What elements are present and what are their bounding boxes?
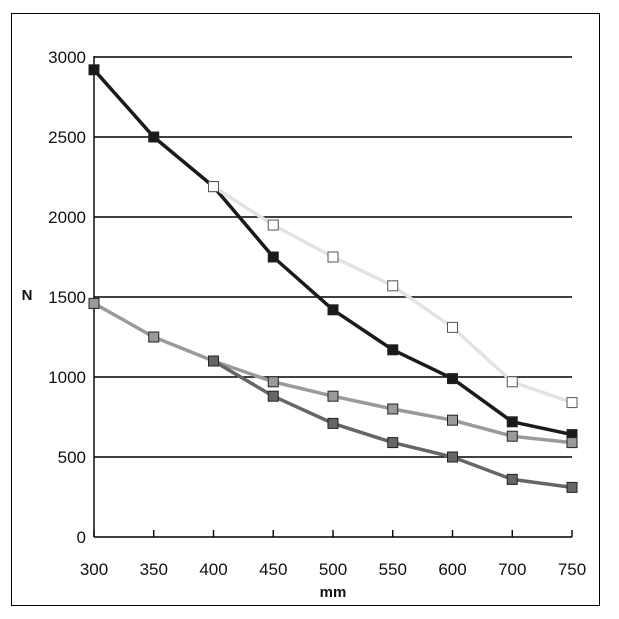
x-axis-title: mm: [320, 584, 347, 601]
y-tick-label: 1000: [48, 368, 86, 387]
tick-labels: 0 500 1000 1500 2000 2500 3000 300 350 400 450 500 5…: [48, 48, 586, 579]
data-point: [267, 390, 279, 402]
x-tick-label: 350: [140, 560, 168, 579]
data-point: [208, 355, 219, 367]
chart-frame: [11, 13, 600, 606]
series-line: [212, 185, 573, 405]
data-point: [327, 417, 339, 429]
data-point: [447, 321, 458, 333]
data-point: [327, 390, 339, 402]
data-point: [447, 451, 458, 463]
data-point: [387, 344, 399, 356]
y-tick-label: 1500: [48, 288, 86, 307]
series-4: [208, 355, 578, 493]
y-axis-title: N: [22, 287, 33, 304]
data-point: [208, 181, 219, 193]
x-tick-label: 300: [80, 560, 108, 579]
data-point: [267, 376, 279, 388]
data-point: [566, 437, 578, 449]
data-point: [148, 331, 160, 343]
data-point: [447, 373, 458, 385]
y-tick-label: 2500: [48, 128, 86, 147]
x-tick-label: 400: [199, 560, 227, 579]
data-point: [566, 481, 578, 493]
data-point: [88, 297, 100, 309]
y-tick-label: 0: [77, 528, 86, 547]
x-tick-label: 450: [259, 560, 287, 579]
data-point: [148, 131, 160, 143]
grid: [94, 56, 572, 458]
data-point: [447, 414, 458, 426]
x-tick-label: 750: [558, 560, 586, 579]
data-point: [88, 64, 100, 76]
data-point: [566, 397, 578, 409]
data-point: [506, 416, 518, 428]
series: [88, 64, 578, 493]
data-point: [327, 251, 339, 263]
x-tick-label: 600: [438, 560, 466, 579]
data-point: [267, 251, 279, 263]
x-tick-label: 550: [379, 560, 407, 579]
data-point: [387, 437, 399, 449]
data-point: [387, 280, 399, 292]
data-point: [327, 304, 339, 316]
series-2: [208, 181, 578, 409]
x-tick-label: 700: [498, 560, 526, 579]
data-point: [506, 376, 518, 388]
data-point: [267, 219, 279, 231]
data-point: [387, 403, 399, 415]
y-tick-label: 3000: [48, 48, 86, 67]
data-point: [506, 473, 518, 485]
data-point: [506, 430, 518, 442]
y-tick-label: 2000: [48, 208, 86, 227]
y-tick-label: 500: [58, 448, 86, 467]
axes: [93, 56, 573, 538]
x-tick-label: 500: [319, 560, 347, 579]
